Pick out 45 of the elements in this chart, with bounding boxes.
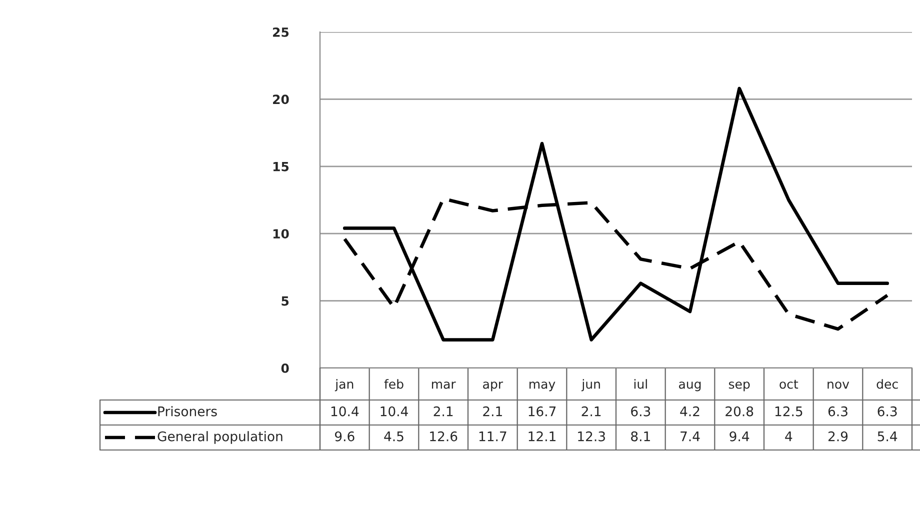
- y-tick-label: 5: [282, 296, 289, 306]
- data-label: 11.7: [479, 432, 506, 442]
- x-tick-label: nov: [828, 382, 850, 389]
- data-label: 12.3: [578, 431, 605, 442]
- data-label: 4.2: [680, 406, 700, 416]
- data-label: 12.5: [775, 406, 802, 416]
- x-tick-label: jun: [581, 379, 600, 392]
- y-tick-label: 25: [273, 27, 289, 37]
- x-tick-label: jan: [334, 379, 354, 392]
- data-label: 2.1: [483, 406, 502, 416]
- data-label: 6.3: [878, 406, 897, 416]
- data-label: 10.4: [380, 406, 408, 416]
- data-label: 10.4: [331, 406, 359, 416]
- data-label: 12.1: [528, 431, 556, 442]
- x-tick-label: dec: [876, 379, 898, 389]
- data-label: 7.4: [680, 432, 700, 442]
- y-tick-label: 15: [273, 162, 289, 172]
- data-label: 2.1: [434, 406, 453, 416]
- legend-label: Prisoners: [158, 406, 217, 416]
- data-label: 12.6: [430, 431, 458, 442]
- legend-label: General population: [158, 431, 282, 444]
- data-label: 2.9: [828, 431, 848, 442]
- x-tick-label: may: [530, 382, 556, 392]
- x-tick-label: aug: [678, 382, 701, 392]
- data-label: 6.3: [631, 406, 650, 416]
- x-tick-label: sep: [728, 382, 750, 392]
- data-label: 9.6: [335, 431, 354, 442]
- data-label: 8.1: [631, 431, 650, 442]
- line-series: [342, 86, 890, 342]
- data-label: 20.8: [726, 406, 754, 416]
- data-label: 6.3: [828, 406, 848, 416]
- y-tick-label: 20: [273, 94, 289, 104]
- x-tick-label: oct: [780, 380, 798, 389]
- data-label: 5.4: [878, 432, 898, 442]
- data-label: 4: [785, 432, 792, 442]
- data-label: 9.4: [730, 431, 750, 442]
- y-tick-label: 10: [273, 229, 289, 239]
- x-tick-label: feb: [384, 379, 404, 389]
- x-tick-label: mar: [432, 382, 456, 389]
- data-label: 4.5: [384, 432, 404, 442]
- x-tick-label: iul: [634, 379, 647, 389]
- y-tick-label: 0: [281, 363, 289, 373]
- data-label: 16.7: [528, 406, 556, 416]
- data-label: 2.1: [582, 406, 601, 416]
- x-tick-label: apr: [483, 382, 504, 392]
